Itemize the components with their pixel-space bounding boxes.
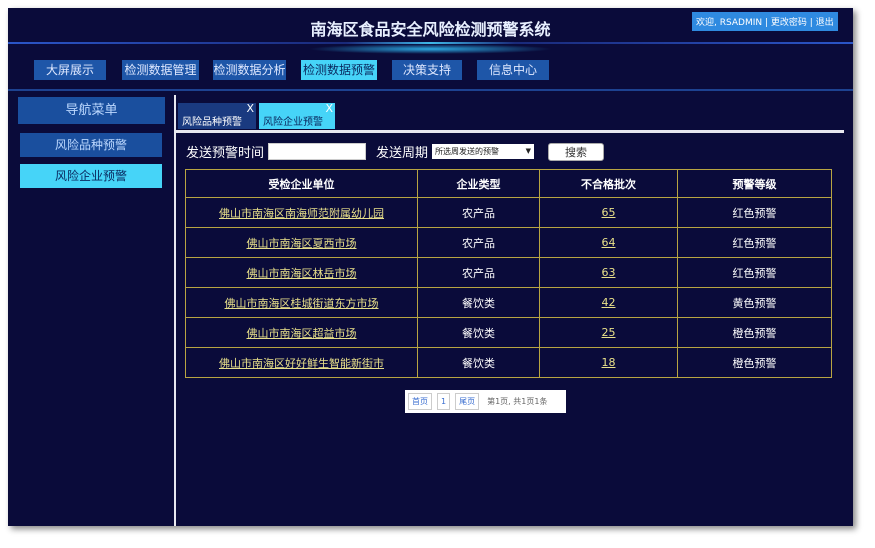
enterprise-link[interactable]: 佛山市南海区桂城街道东方市场 (224, 296, 379, 310)
time-input[interactable] (268, 143, 367, 160)
divider (8, 89, 853, 91)
warning-table: 受检企业单位 企业类型 不合格批次 预警等级 佛山市南海区南海师范附属幼儿园农产… (185, 169, 832, 378)
table-cell: 红色预警 (677, 197, 832, 228)
enterprise-link[interactable]: 佛山市南海区林岳市场 (246, 266, 357, 280)
batch-count-link[interactable]: 25 (601, 326, 616, 339)
table-cell: 64 (539, 227, 678, 258)
table-cell: 佛山市南海区夏西市场 (185, 227, 418, 258)
first-page-button[interactable]: 首页 (408, 393, 432, 410)
sidebar-item-enterprise-warning[interactable]: 风险企业预警 (20, 164, 162, 188)
batch-count-link[interactable]: 65 (601, 206, 616, 219)
table-cell: 佛山市南海区林岳市场 (185, 257, 418, 288)
table-cell: 橙色预警 (677, 317, 832, 348)
tab-label: 风险品种预警 (182, 117, 242, 128)
header-glow (308, 44, 553, 54)
nav-data-warning[interactable]: 检测数据预警 (301, 60, 377, 80)
tab-enterprise-warning[interactable]: 风险企业预警 X (259, 102, 335, 129)
batch-count-link[interactable]: 18 (601, 356, 616, 369)
divider (174, 130, 844, 133)
enterprise-link[interactable]: 佛山市南海区夏西市场 (246, 236, 357, 250)
table-cell: 黄色预警 (677, 287, 832, 318)
period-select[interactable]: 所选周发送的预警 ▼ (432, 144, 535, 159)
nav-data-analysis[interactable]: 检测数据分析 (213, 60, 286, 80)
enterprise-link[interactable]: 佛山市南海区好好鲜生智能新街市 (219, 356, 384, 370)
table-cell: 65 (539, 197, 678, 228)
batch-count-link[interactable]: 64 (601, 236, 616, 249)
user-bar[interactable]: 欢迎, RSADMIN | 更改密码 | 退出 (692, 12, 838, 31)
pagination: 首页 1 尾页 第1页, 共1页1条 (405, 390, 566, 413)
close-icon[interactable]: X (325, 102, 333, 115)
table-cell: 佛山市南海区桂城街道东方市场 (185, 287, 418, 318)
table-cell: 佛山市南海区超益市场 (185, 317, 418, 348)
search-form: 发送预警时间 发送周期 所选周发送的预警 ▼ 搜索 (186, 142, 605, 161)
page-title: 南海区食品安全风险检测预警系统 (310, 20, 551, 39)
table-cell: 18 (539, 347, 678, 378)
tab-label: 风险企业预警 (263, 117, 323, 128)
close-icon[interactable]: X (246, 102, 254, 115)
table-cell: 42 (539, 287, 678, 318)
sidebar-title: 导航菜单 (18, 97, 165, 124)
period-label: 发送周期 (376, 146, 429, 161)
table-cell: 农产品 (417, 227, 540, 258)
table-cell: 红色预警 (677, 227, 832, 258)
sidebar-item-variety-warning[interactable]: 风险品种预警 (20, 133, 162, 157)
batch-count-link[interactable]: 42 (601, 296, 616, 309)
header-decoration (8, 42, 853, 44)
period-value: 所选周发送的预警 (435, 147, 500, 156)
search-button[interactable]: 搜索 (548, 142, 605, 161)
last-page-button[interactable]: 尾页 (455, 393, 480, 410)
app-window: 南海区食品安全风险检测预警系统 欢迎, RSADMIN | 更改密码 | 退出 … (8, 8, 853, 526)
table-row: 佛山市南海区桂城街道东方市场 餐饮类 42 黄色预警 (185, 287, 832, 318)
col-header: 受检企业单位 (185, 169, 418, 198)
table-cell: 餐饮类 (417, 287, 540, 318)
enterprise-link[interactable]: 佛山市南海区南海师范附属幼儿园 (219, 206, 384, 220)
chevron-down-icon: ▼ (525, 147, 532, 155)
nav-data-management[interactable]: 检测数据管理 (122, 60, 199, 80)
table-row: 佛山市南海区南海师范附属幼儿园 农产品 65 红色预警 (185, 197, 832, 228)
table-cell: 餐饮类 (417, 317, 540, 348)
table-row: 佛山市南海区超益市场 餐饮类 25 橙色预警 (185, 317, 832, 348)
col-header: 企业类型 (417, 169, 540, 198)
enterprise-link[interactable]: 佛山市南海区超益市场 (246, 326, 357, 340)
table-cell: 红色预警 (677, 257, 832, 288)
table-cell: 63 (539, 257, 678, 288)
page-button[interactable]: 1 (437, 393, 451, 410)
table-cell: 餐饮类 (417, 347, 540, 378)
table-cell: 橙色预警 (677, 347, 832, 378)
table-row: 佛山市南海区夏西市场 农产品 64 红色预警 (185, 227, 832, 258)
page-info: 第1页, 共1页1条 (487, 397, 548, 406)
table-cell: 农产品 (417, 257, 540, 288)
col-header: 预警等级 (677, 169, 832, 198)
nav-info-center[interactable]: 信息中心 (477, 60, 549, 80)
nav-decision-support[interactable]: 决策支持 (392, 60, 462, 80)
nav-big-screen[interactable]: 大屏展示 (34, 60, 106, 80)
divider (174, 95, 176, 526)
table-row: 佛山市南海区好好鲜生智能新街市 餐饮类 18 橙色预警 (185, 347, 832, 378)
table-cell: 25 (539, 317, 678, 348)
table-cell: 佛山市南海区好好鲜生智能新街市 (185, 347, 418, 378)
batch-count-link[interactable]: 63 (601, 266, 616, 279)
table-row: 佛山市南海区林岳市场 农产品 63 红色预警 (185, 257, 832, 288)
table-cell: 农产品 (417, 197, 540, 228)
table-cell: 佛山市南海区南海师范附属幼儿园 (185, 197, 418, 228)
time-label: 发送预警时间 (186, 146, 265, 161)
col-header: 不合格批次 (539, 169, 678, 198)
tab-variety-warning[interactable]: 风险品种预警 X (178, 102, 256, 129)
